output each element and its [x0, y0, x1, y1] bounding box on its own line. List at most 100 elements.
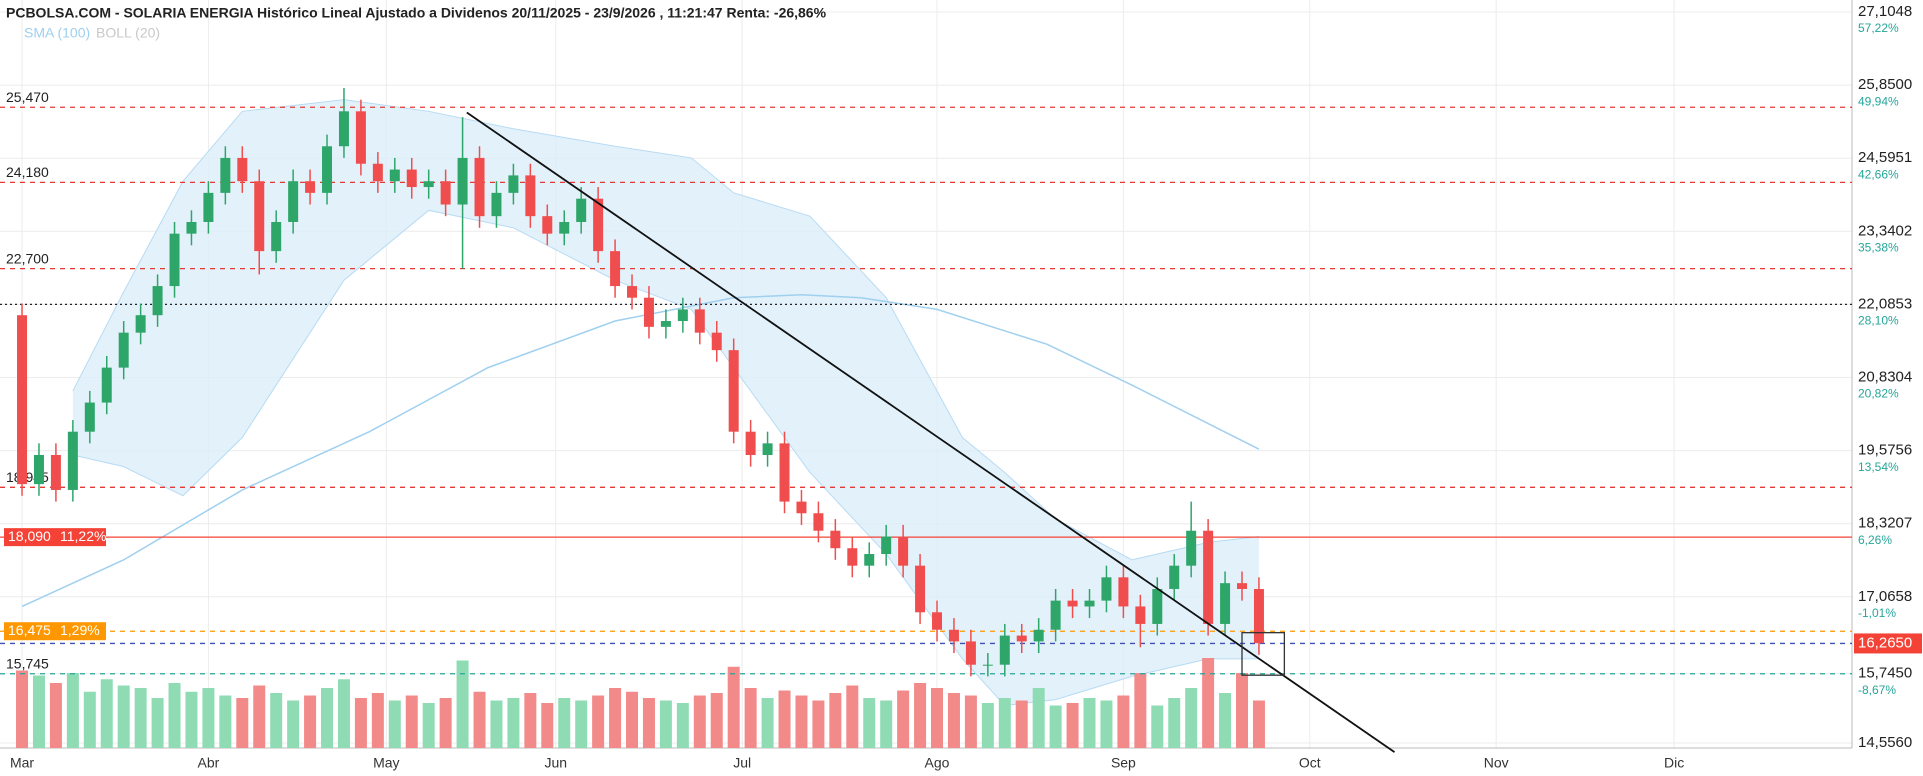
x-tick-label: Ago [925, 755, 950, 771]
volume-bar [1202, 658, 1215, 748]
volume-bar [964, 695, 977, 748]
volume-bar [897, 690, 910, 748]
volume-bar [1100, 700, 1113, 748]
candle-body [915, 565, 926, 613]
volume-bar [32, 675, 45, 748]
volume-bar [270, 693, 283, 748]
y-tick-pct: -8,67% [1858, 683, 1896, 697]
candle-body [220, 157, 231, 193]
candle-body [762, 443, 773, 455]
y-tick-pct: 28,10% [1858, 314, 1899, 328]
legend-boll: BOLL (20) [96, 25, 160, 41]
volume-bar [642, 698, 655, 748]
candle-body [525, 175, 536, 217]
y-tick-label: 14,5560 [1858, 734, 1912, 751]
y-tick-pct: 35,38% [1858, 240, 1899, 254]
candle-body [559, 221, 570, 234]
volume-bar [287, 700, 300, 748]
volume-bar [1219, 693, 1232, 748]
volume-bar [117, 685, 130, 748]
candle-body [186, 221, 197, 234]
candle-body [677, 309, 688, 322]
volume-bar [507, 698, 520, 748]
level-label: 22,700 [6, 250, 49, 266]
level-label-box [4, 622, 106, 641]
volume-bar [1151, 705, 1164, 748]
candle-body [1203, 530, 1214, 624]
last-price-label: 16,2650 [1858, 634, 1912, 651]
candle-body [982, 664, 993, 666]
candle-body [610, 251, 621, 287]
volume-bar [100, 679, 113, 748]
candle-body [796, 501, 807, 514]
candle-body [1152, 588, 1163, 624]
volume-bar [1236, 673, 1249, 748]
candle-body [1050, 600, 1061, 630]
candle-body [593, 198, 604, 252]
volume-bar [609, 688, 622, 748]
candle-body [542, 216, 553, 234]
candle-body [948, 629, 959, 642]
y-tick-label: 17,0658 [1858, 588, 1912, 605]
candle-body [67, 431, 78, 490]
volume-bar [659, 700, 672, 748]
y-tick-label: 22,0853 [1858, 295, 1912, 312]
candle-body [491, 192, 502, 217]
candle-body [1101, 577, 1112, 601]
volume-bar [744, 688, 757, 748]
candle-body [169, 233, 180, 287]
candle-body [728, 350, 739, 432]
level-label: 25,470 [6, 89, 49, 105]
volume-bar [981, 703, 994, 748]
candle-body [643, 297, 654, 327]
level-label: 18,090 [8, 528, 51, 544]
bollinger-band [72, 99, 1259, 706]
volume-bar [405, 695, 418, 748]
volume-bar [676, 703, 689, 748]
candle-body [830, 530, 841, 549]
volume-bar [490, 700, 503, 748]
bollinger-upper [72, 99, 1260, 561]
volume-bar [422, 703, 435, 748]
candle-body [338, 111, 349, 147]
y-tick-label: 27,1048 [1858, 3, 1912, 20]
volume-bar [795, 695, 808, 748]
volume-bar [1252, 700, 1265, 748]
candle-body [881, 536, 892, 555]
candle-body [135, 315, 146, 333]
candle-body [423, 181, 434, 188]
candle-body [305, 181, 316, 193]
volume-bar [1168, 698, 1181, 748]
x-tick-label: Jul [733, 755, 751, 771]
volume-bar [998, 698, 1011, 748]
x-tick-label: Abr [198, 755, 220, 771]
volume-bar [1117, 695, 1130, 748]
candle-body [440, 181, 451, 205]
volume-bar [16, 670, 29, 748]
candle-body [779, 443, 790, 502]
candle-body [254, 181, 265, 252]
y-tick-pct: 49,94% [1858, 94, 1899, 108]
candle-body [1067, 600, 1078, 607]
candle-body [237, 157, 248, 182]
candle-body [660, 321, 671, 327]
volume-bar [83, 691, 96, 748]
volume-bar [846, 685, 859, 748]
volume-bar [1066, 703, 1079, 748]
candle-body [152, 286, 163, 316]
volume-bar [931, 688, 944, 748]
candle-body [1084, 600, 1095, 607]
y-tick-label: 19,5756 [1858, 442, 1912, 459]
x-tick-label: May [373, 755, 399, 771]
volume-bar [812, 700, 825, 748]
candle-body [355, 111, 366, 164]
candle-body [101, 367, 112, 403]
trendline [466, 111, 1396, 753]
volume-bar [880, 700, 893, 748]
volume-bar [219, 695, 232, 748]
candle-body [1220, 583, 1231, 624]
candle-body [847, 548, 858, 566]
volume-bar [761, 698, 774, 748]
volume-bar [321, 688, 334, 748]
